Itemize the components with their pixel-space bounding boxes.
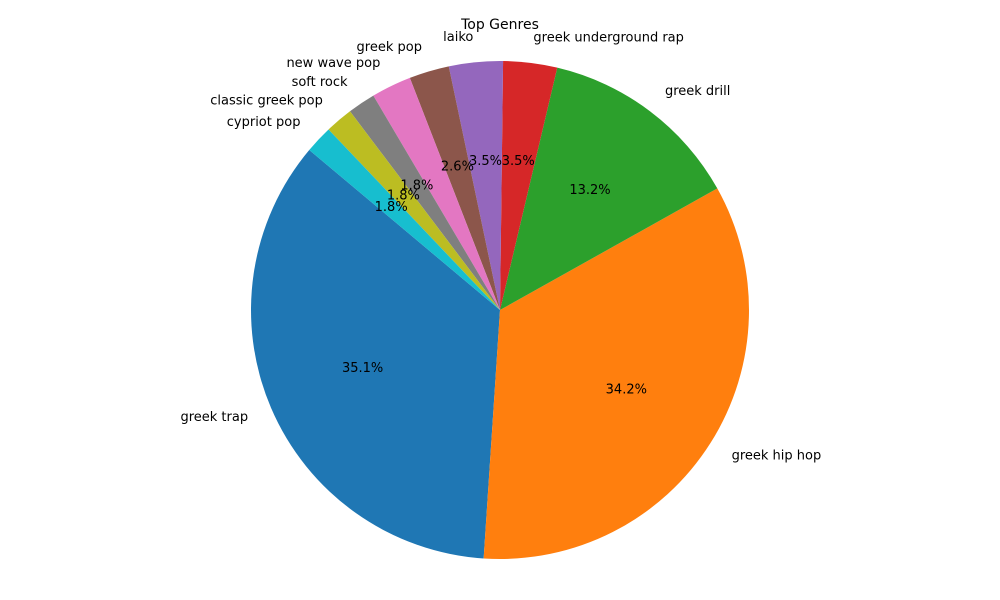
label-greek-pop: greek pop: [357, 40, 422, 55]
slice-greek-pop: [409, 66, 500, 311]
percent-labels: 35.1%34.2%13.2%3.5%3.5%2.6%1.8%1.8%1.8%: [342, 154, 647, 397]
pct-greek-hip-hop: 34.2%: [606, 382, 647, 397]
slice-greek-drill: [500, 67, 718, 310]
pct-classic-greek-pop: 1.8%: [387, 189, 420, 204]
slice-greek-underground-rap: [500, 61, 558, 311]
pct-greek-pop: 2.6%: [441, 159, 474, 174]
slice-classic-greek-pop: [328, 111, 500, 310]
slice-soft-rock: [349, 95, 500, 310]
slice-new-wave-pop: [373, 77, 500, 310]
slice-greek-hip-hop: [483, 188, 749, 559]
label-laiko: laiko: [443, 30, 473, 45]
chart-title: Top Genres: [460, 17, 539, 33]
pie-slices: [251, 61, 749, 559]
slice-cypriot-pop: [309, 129, 500, 310]
label-greek-drill: greek drill: [665, 84, 730, 99]
label-greek-underground-rap: greek underground rap: [533, 31, 684, 46]
label-classic-greek-pop: classic greek pop: [210, 94, 323, 109]
label-soft-rock: soft rock: [292, 75, 348, 90]
label-cypriot-pop: cypriot pop: [227, 115, 301, 130]
label-new-wave-pop: new wave pop: [286, 56, 380, 71]
pct-laiko: 3.5%: [469, 154, 502, 169]
pct-soft-rock: 1.8%: [400, 178, 433, 193]
pct-greek-drill: 13.2%: [569, 183, 610, 198]
pct-greek-underground-rap: 3.5%: [502, 154, 535, 169]
slice-labels: greek trap greek hip hop greek drill greek …: [180, 30, 821, 464]
slice-laiko: [448, 61, 504, 310]
label-greek-trap: greek trap: [180, 410, 248, 425]
pct-greek-trap: 35.1%: [342, 361, 383, 376]
slice-greek-trap: [251, 149, 500, 559]
pct-cypriot-pop: 1.8%: [375, 200, 408, 215]
label-greek-hip-hop: greek hip hop: [732, 449, 822, 464]
